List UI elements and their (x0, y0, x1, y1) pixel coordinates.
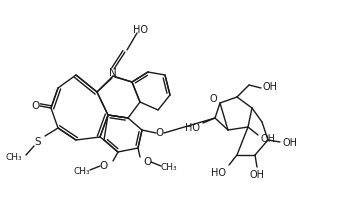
Text: OH: OH (261, 134, 276, 144)
Text: HO: HO (133, 25, 148, 35)
Text: O: O (144, 157, 152, 167)
Text: N: N (109, 68, 117, 78)
Text: OH: OH (250, 170, 265, 180)
Text: CH₃: CH₃ (6, 153, 22, 163)
Text: O: O (31, 101, 39, 111)
Text: CH₃: CH₃ (74, 166, 90, 176)
Text: HO: HO (186, 123, 201, 133)
Text: O: O (100, 161, 108, 171)
Text: HO: HO (211, 168, 226, 178)
Text: CH₃: CH₃ (161, 163, 177, 171)
Text: O: O (209, 94, 217, 104)
Text: O: O (156, 128, 164, 138)
Text: OH: OH (282, 138, 297, 148)
Text: OH: OH (263, 82, 278, 92)
Text: S: S (35, 137, 41, 147)
